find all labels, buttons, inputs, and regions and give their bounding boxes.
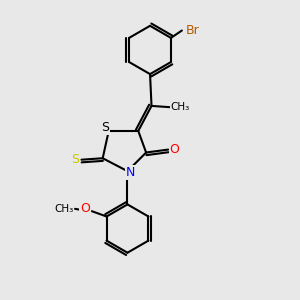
Text: N: N xyxy=(126,166,135,179)
Text: CH₃: CH₃ xyxy=(170,102,190,112)
Text: O: O xyxy=(170,143,180,156)
Text: S: S xyxy=(101,122,109,134)
Text: S: S xyxy=(71,153,79,166)
Text: O: O xyxy=(80,202,90,215)
Text: CH₃: CH₃ xyxy=(54,204,74,214)
Text: Br: Br xyxy=(186,24,199,37)
